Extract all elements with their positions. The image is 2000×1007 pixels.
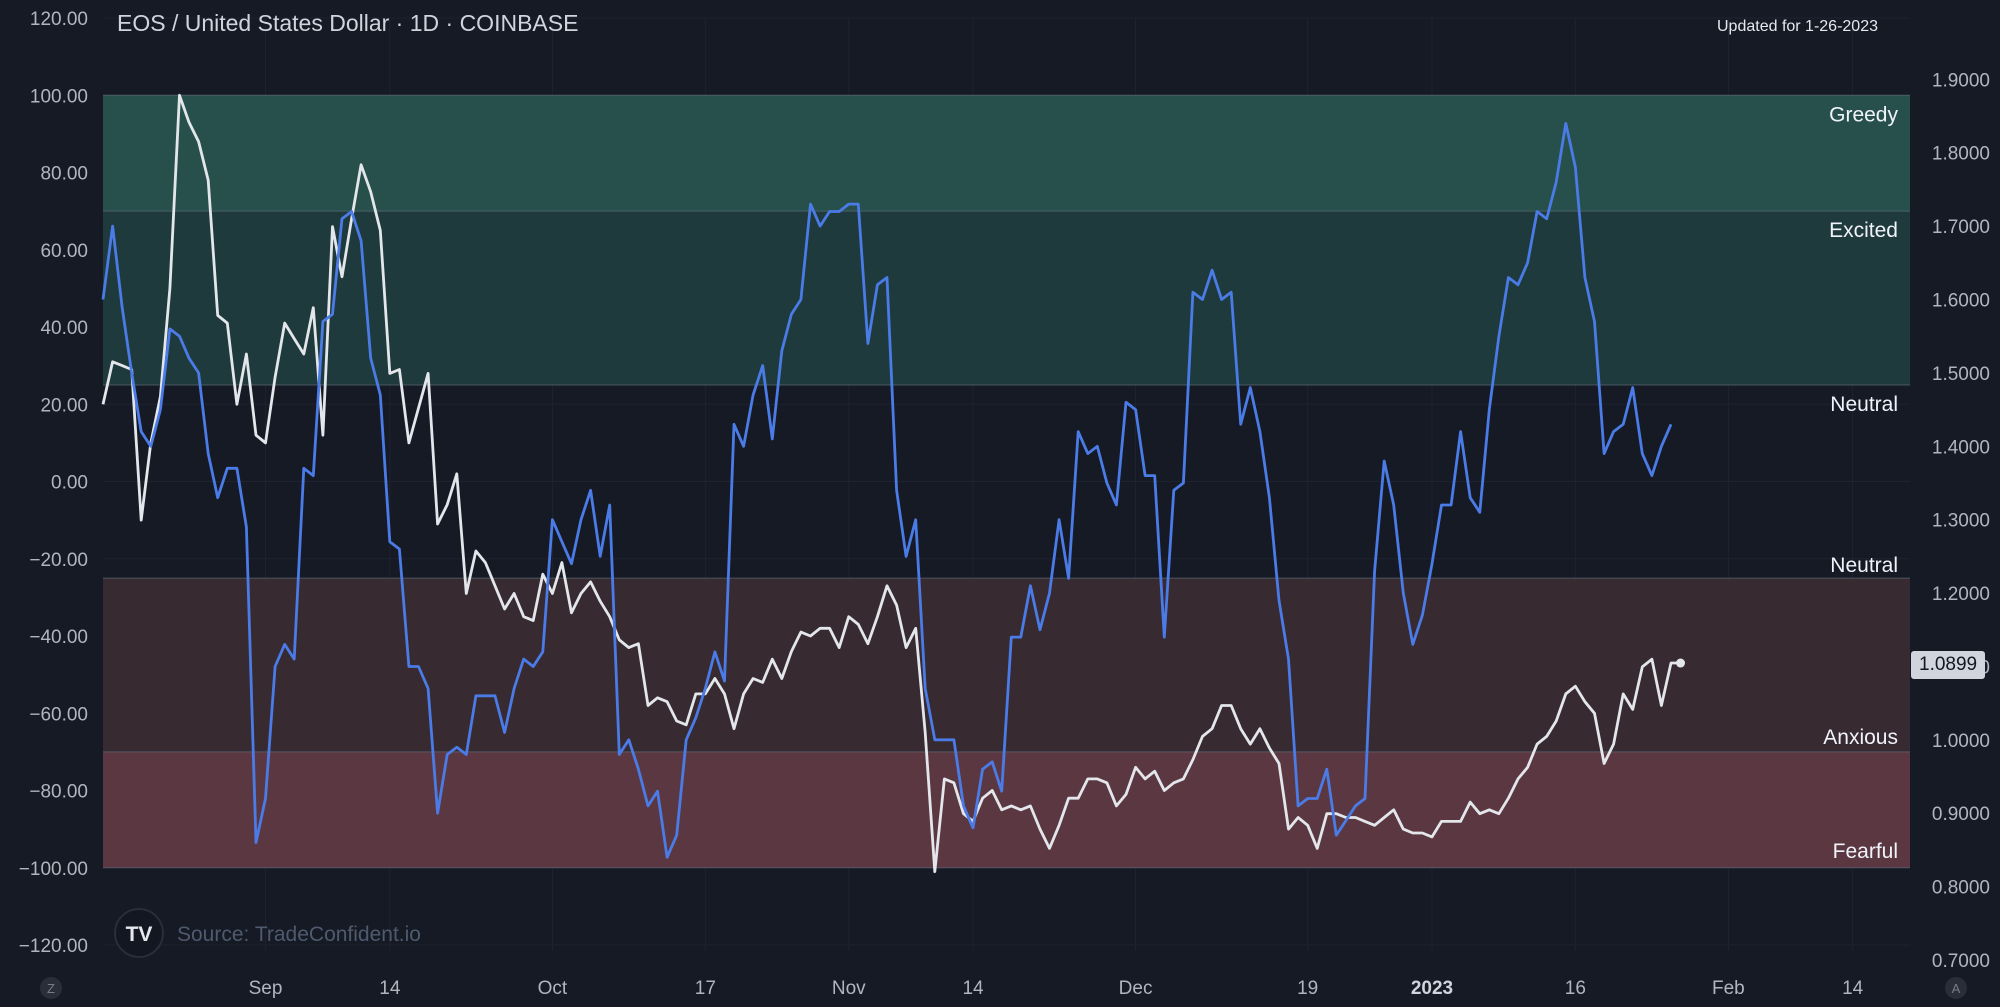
chart-title: EOS / United States Dollar · 1D · COINBA… <box>117 10 578 36</box>
right-axis-tick: 1.2000 <box>1932 584 1990 605</box>
zone-fearful <box>103 751 1910 868</box>
right-axis-tick: 0.8000 <box>1932 878 1990 899</box>
zone-label-neutral: Neutral <box>1830 393 1898 416</box>
right-axis-tick: 1.6000 <box>1932 291 1990 312</box>
right-axis-tick: 1.4000 <box>1932 437 1990 458</box>
price-badge: 1.0899 <box>1911 651 1986 679</box>
source-label: Source: TradeConfident.io <box>177 923 421 946</box>
updated-label: Updated for 1-26-2023 <box>1717 18 1878 35</box>
left-price-axis[interactable]: 120.00 100.00 80.00 60.00 40.00 20.00 0.00 −20.… <box>19 9 88 957</box>
left-axis-tick: −120.00 <box>19 936 88 957</box>
time-axis-tick: Feb <box>1712 978 1745 999</box>
time-axis-tick: Dec <box>1119 978 1153 999</box>
left-axis-tick: −20.00 <box>29 550 88 571</box>
left-axis-tick: −80.00 <box>29 782 88 803</box>
logo-icon: TV <box>126 923 153 946</box>
right-axis-tick: 0.9000 <box>1932 804 1990 825</box>
right-axis-tick: 1.0000 <box>1932 731 1990 752</box>
sentiment-zones <box>103 94 1910 869</box>
series-lines <box>101 93 1686 873</box>
corner-button-right[interactable]: A <box>1945 977 1967 999</box>
time-axis-tick: 16 <box>1565 978 1586 999</box>
time-axis-tick: Sep <box>249 978 283 999</box>
corner-button-left[interactable]: Z <box>40 977 62 999</box>
time-axis-tick: Oct <box>538 978 568 999</box>
left-axis-tick: 60.00 <box>40 241 88 262</box>
right-axis-tick: 1.9000 <box>1932 70 1990 91</box>
time-axis-tick: 2023 <box>1411 978 1453 999</box>
left-axis-tick: −40.00 <box>29 627 88 648</box>
left-axis-tick: 80.00 <box>40 164 88 185</box>
sentiment-line[interactable] <box>101 93 1681 873</box>
zone-labels: Greedy Excited Neutral Anxious Neutral Fearfu… <box>1823 103 1898 863</box>
zone-label-excited: Excited <box>1829 219 1898 242</box>
time-axis-tick: 14 <box>1842 978 1864 999</box>
tradingview-logo[interactable]: TV <box>114 908 164 958</box>
left-axis-tick: −100.00 <box>19 859 88 880</box>
left-axis-tick: 0.00 <box>51 473 88 494</box>
right-axis-tick: 1.8000 <box>1932 144 1990 165</box>
left-axis-tick: 20.00 <box>40 395 88 416</box>
left-axis-tick: 100.00 <box>30 86 88 107</box>
zone-label-neutral-lower: Neutral <box>1830 554 1898 577</box>
right-axis-tick: 0.7000 <box>1932 951 1990 972</box>
zone-label-anxious: Anxious <box>1823 726 1898 749</box>
sentiment-last-point <box>1676 658 1686 668</box>
zone-excited <box>103 211 1910 385</box>
time-axis[interactable]: Sep 14 Oct 17 Nov 14 Dec 19 2023 16 Feb 14 <box>249 978 1864 999</box>
right-price-axis[interactable]: 1.9000 1.8000 1.7000 1.6000 1.5000 1.4000 1.30… <box>1932 70 1990 972</box>
time-axis-tick: Nov <box>832 978 866 999</box>
right-axis-tick: 1.3000 <box>1932 511 1990 532</box>
time-axis-tick: 14 <box>379 978 401 999</box>
left-axis-tick: −60.00 <box>29 704 88 725</box>
zone-label-greedy: Greedy <box>1829 103 1898 126</box>
price-line[interactable] <box>101 122 1673 859</box>
zone-label-fearful: Fearful <box>1833 840 1898 863</box>
left-axis-tick: 120.00 <box>30 9 88 30</box>
right-axis-tick: 1.5000 <box>1932 364 1990 385</box>
zone-greedy <box>103 95 1910 212</box>
right-axis-tick: 1.7000 <box>1932 217 1990 238</box>
left-axis-tick: 40.00 <box>40 318 88 339</box>
time-axis-tick: 19 <box>1297 978 1318 999</box>
time-axis-tick: 14 <box>962 978 984 999</box>
logo-circle <box>114 908 164 958</box>
time-axis-tick: 17 <box>695 978 716 999</box>
